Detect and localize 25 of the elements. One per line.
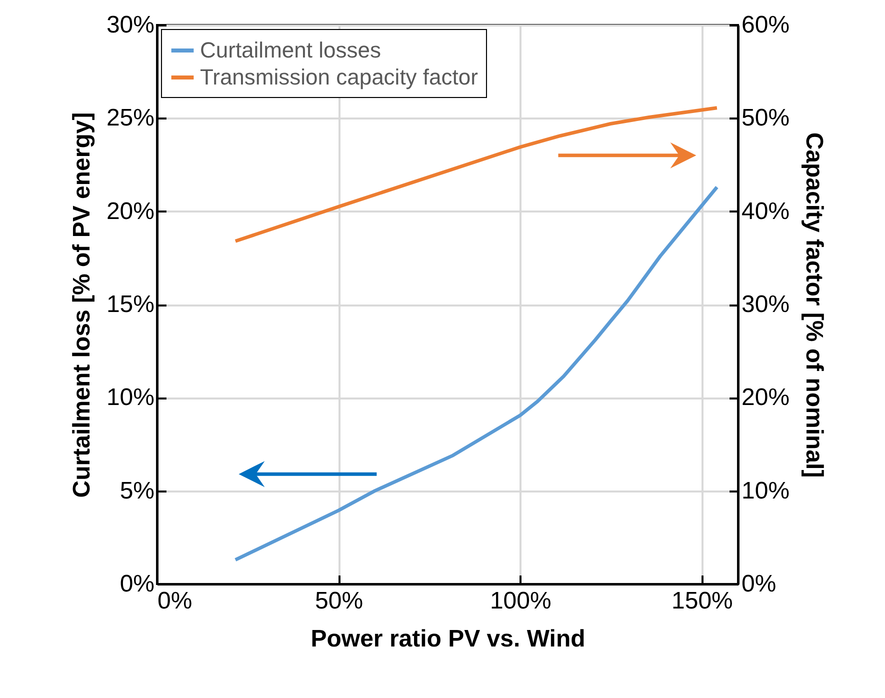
x-tick-label: 0% (158, 588, 192, 614)
y-tick-label: 5% (120, 477, 154, 504)
y2-tick-label: 20% (742, 384, 790, 412)
x-axis-title: Power ratio PV vs. Wind (310, 626, 586, 652)
y2-tick-label: 0% (742, 570, 776, 598)
y-tick-label: 20% (106, 198, 154, 225)
line-series (234, 106, 719, 243)
legend-label: Transmission capacity factor (200, 64, 478, 90)
y2-tick-label: 60% (742, 12, 790, 38)
y2-tick-label: 30% (742, 291, 790, 318)
y-axis-title: Curtailment loss [% of PV energy] (68, 112, 96, 498)
y-tick-label: 0% (120, 570, 154, 598)
y2-tick-label: 50% (742, 104, 790, 132)
legend-label: Curtailment losses (200, 38, 381, 62)
y2-tick-label: 40% (742, 198, 790, 225)
y2-tick-label: 10% (742, 477, 790, 504)
y-tick-label: 25% (106, 104, 154, 132)
line-series (234, 185, 719, 562)
x-tick-label: 150% (671, 588, 733, 614)
y2-axis-title: Capacity factor [% of nominal] (800, 132, 828, 478)
y-tick-label: 30% (106, 12, 154, 38)
y-tick-label: 10% (106, 384, 154, 412)
x-tick-label: 50% (315, 588, 364, 614)
y-tick-label: 15% (106, 291, 154, 318)
x-tick-label: 100% (490, 588, 552, 614)
